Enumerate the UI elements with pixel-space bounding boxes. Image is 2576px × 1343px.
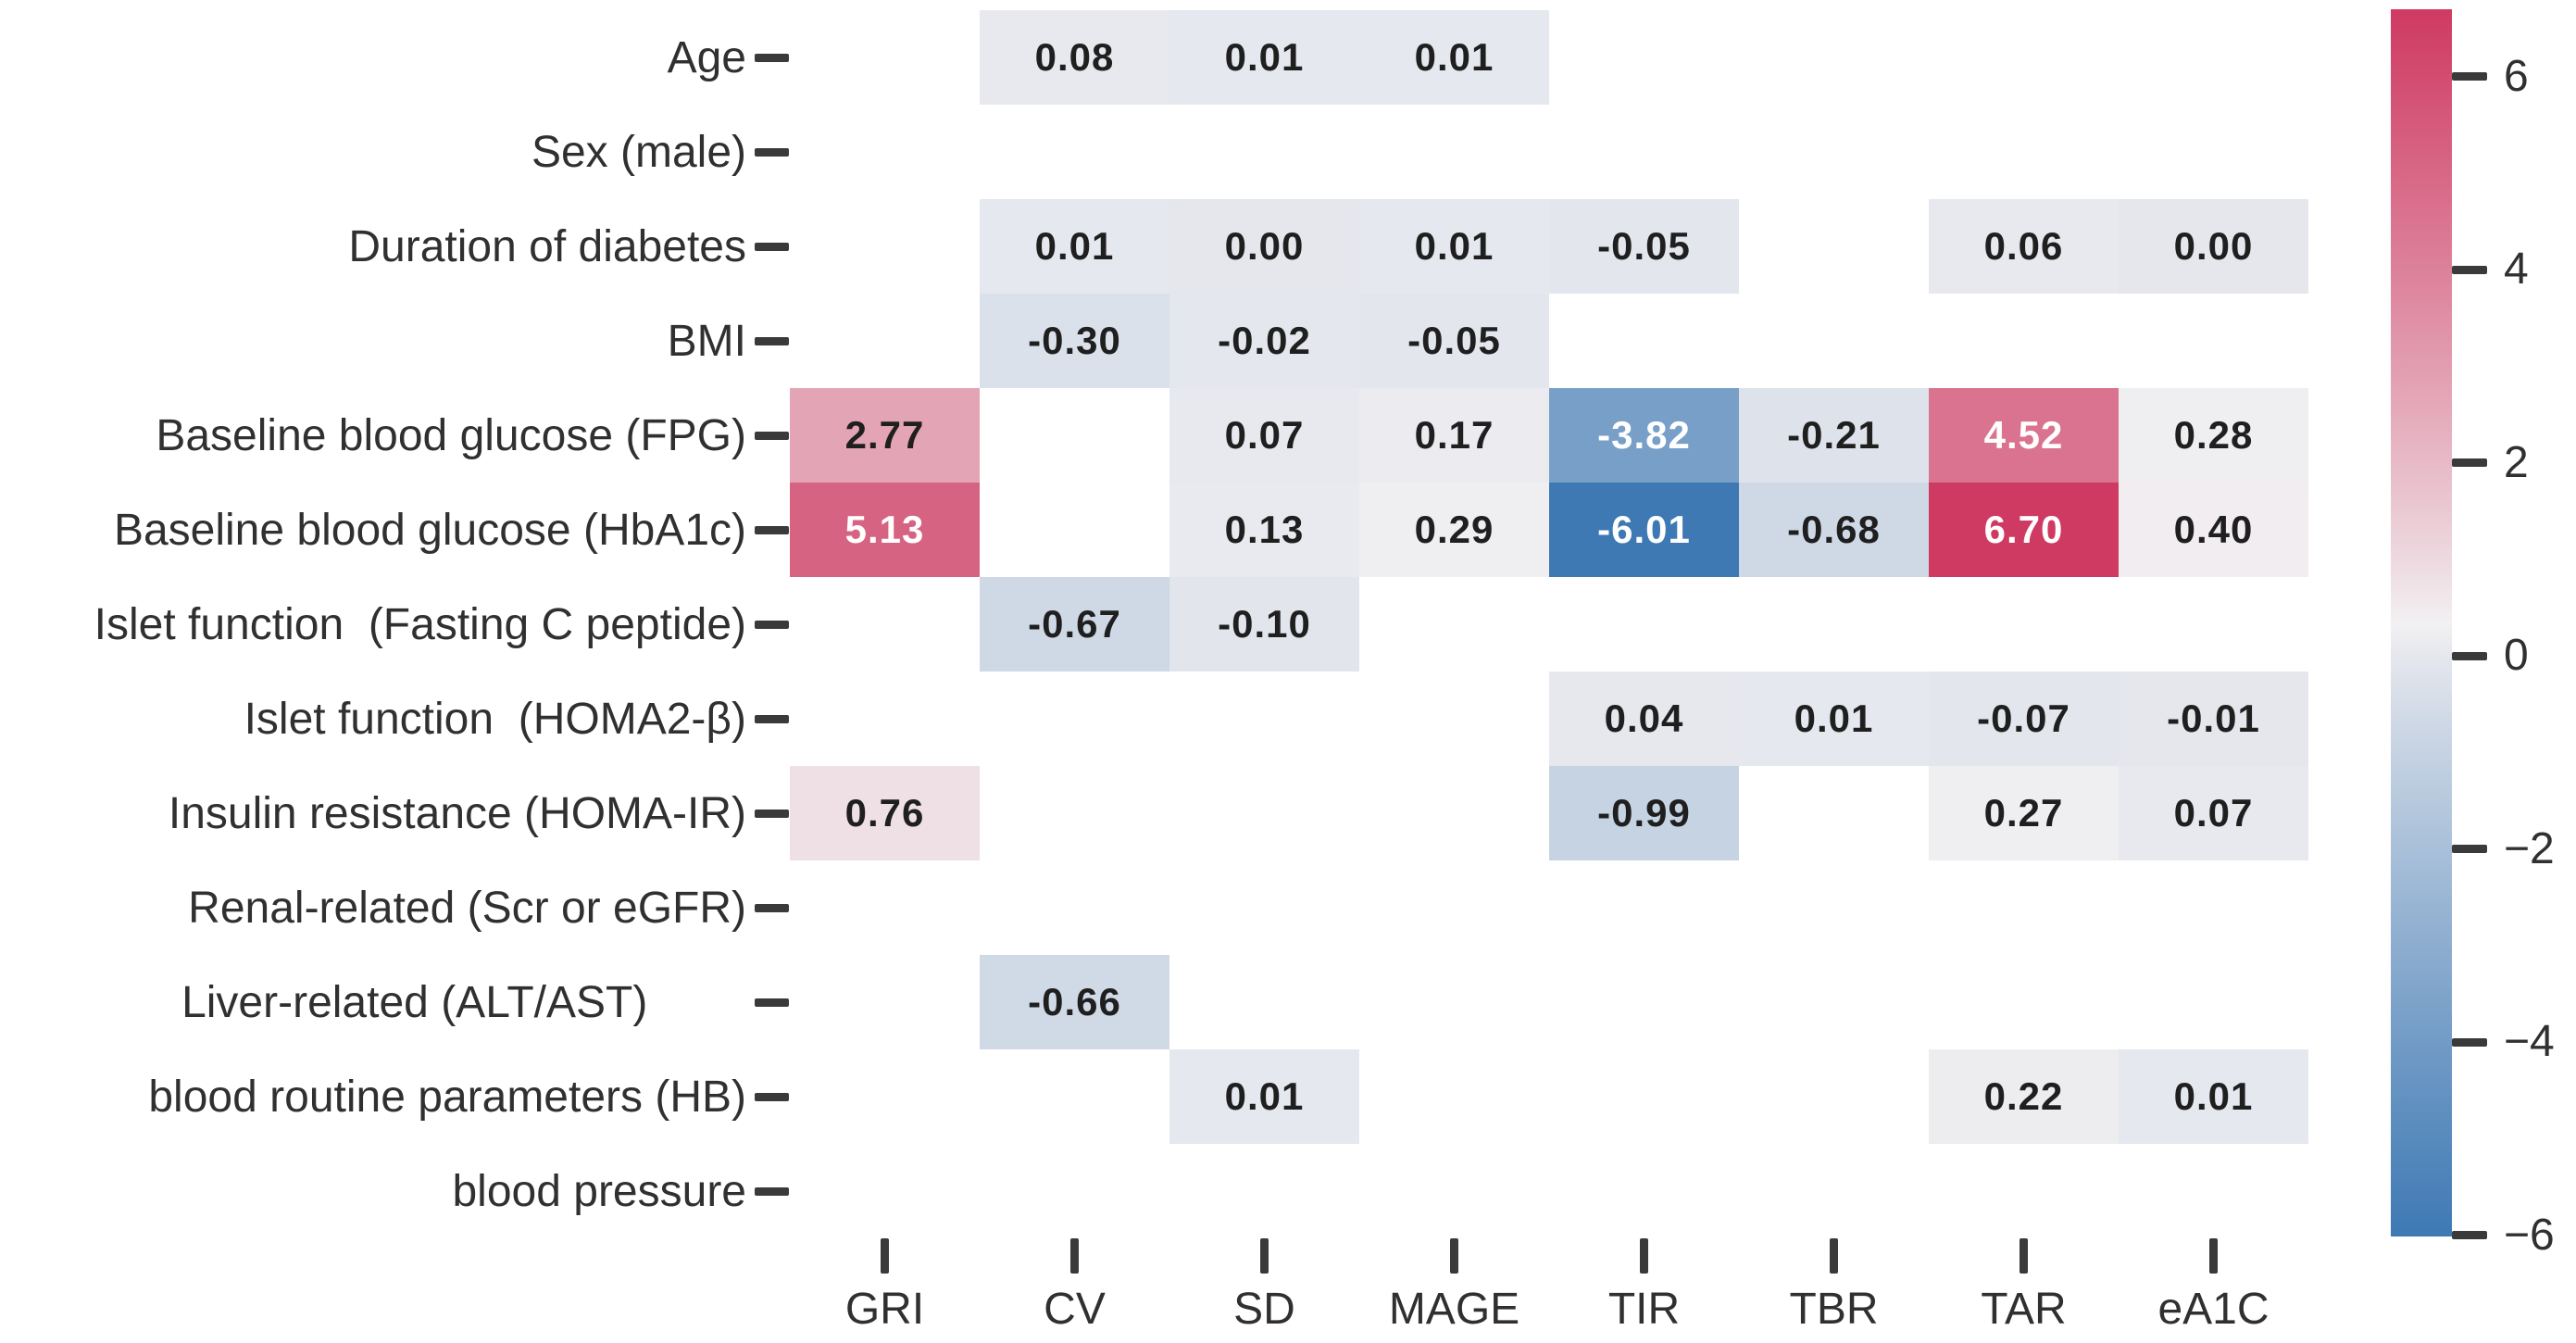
heatmap-cell: 0.07: [2119, 766, 2308, 860]
heatmap-cell: -0.67: [980, 577, 1169, 672]
heatmap-cell: -0.07: [1929, 672, 2119, 766]
column-label: MAGE: [1388, 1285, 1520, 1334]
heatmap-cell: -3.82: [1549, 388, 1739, 483]
row-label: Age: [667, 32, 746, 82]
heatmap-cell: -0.01: [2119, 672, 2308, 766]
heatmap-cell: 0.01: [1359, 199, 1549, 294]
heatmap-cell: -0.05: [1549, 199, 1739, 294]
heatmap-cell: 0.27: [1929, 766, 2119, 860]
colorbar-gradient: [2391, 9, 2452, 1236]
heatmap-cell: 0.01: [1359, 10, 1549, 105]
row-label: blood routine parameters (HB): [148, 1072, 746, 1122]
heatmap-cell: -0.68: [1739, 483, 1929, 577]
colorbar-tick: [2452, 651, 2487, 660]
x-axis-tick: [1070, 1238, 1079, 1274]
row-label: blood pressure: [452, 1166, 746, 1216]
heatmap-cell: 5.13: [790, 483, 980, 577]
heatmap-cell: 0.04: [1549, 672, 1739, 766]
y-axis-tick: [755, 147, 789, 157]
y-axis-tick: [755, 620, 789, 629]
heatmap-cell: -0.10: [1169, 577, 1359, 672]
row-label: Baseline blood glucose (FPG): [156, 410, 746, 460]
row-label: Liver-related (ALT/AST): [181, 977, 746, 1027]
y-axis-tick: [755, 1092, 789, 1101]
x-axis-tick: [2020, 1238, 2028, 1274]
x-axis-tick: [2209, 1238, 2218, 1274]
colorbar-tick: [2452, 1231, 2487, 1240]
row-label: Islet function (Fasting C peptide): [94, 599, 746, 649]
heatmap-cell: 2.77: [790, 388, 980, 483]
y-axis-tick: [755, 809, 789, 818]
y-axis-tick: [755, 903, 789, 912]
column-label: GRI: [844, 1285, 925, 1334]
x-axis-tick: [1640, 1238, 1648, 1274]
colorbar-tick-label: −6: [2504, 1210, 2555, 1260]
x-axis-tick: [1260, 1238, 1269, 1274]
column-label: CV: [1044, 1285, 1106, 1334]
heatmap-cell: 0.00: [1169, 199, 1359, 294]
x-axis-tick: [1450, 1238, 1458, 1274]
heatmap-cell: -0.66: [980, 955, 1169, 1049]
heatmap-cell: 0.01: [2119, 1049, 2308, 1144]
heatmap-cell: 0.29: [1359, 483, 1549, 577]
heatmap-cell: 4.52: [1929, 388, 2119, 483]
row-label: Insulin resistance (HOMA-IR): [168, 788, 746, 838]
x-axis-tick: [1830, 1238, 1838, 1274]
column-label: eA1C: [2157, 1285, 2270, 1334]
heatmap-cell: 0.01: [1739, 672, 1929, 766]
colorbar-tick-label: 0: [2504, 631, 2529, 681]
colorbar-tick: [2452, 458, 2487, 468]
heatmap-cell: 0.06: [1929, 199, 2119, 294]
y-axis-tick: [755, 1186, 789, 1196]
colorbar-tick-label: 2: [2504, 437, 2529, 487]
colorbar-tick: [2452, 845, 2487, 854]
row-label: Islet function (HOMA2-β): [244, 694, 746, 744]
heatmap-cell: -0.30: [980, 294, 1169, 388]
colorbar-tick-label: −4: [2504, 1017, 2555, 1067]
heatmap-cell: 0.40: [2119, 483, 2308, 577]
colorbar-tick-label: 6: [2504, 51, 2529, 101]
row-label: Baseline blood glucose (HbA1c): [113, 505, 746, 555]
heatmap-cell: 0.00: [2119, 199, 2308, 294]
heatmap-cell: 0.28: [2119, 388, 2308, 483]
y-axis-tick: [755, 242, 789, 251]
row-label: Duration of diabetes: [348, 221, 746, 271]
x-axis-tick: [881, 1238, 889, 1274]
heatmap-cell: 6.70: [1929, 483, 2119, 577]
heatmap-cell: 0.08: [980, 10, 1169, 105]
colorbar-tick: [2452, 1037, 2487, 1047]
row-label: Renal-related (Scr or eGFR): [188, 883, 746, 933]
colorbar-tick: [2452, 265, 2487, 274]
colorbar-tick-label: 4: [2504, 245, 2529, 295]
column-label: TBR: [1789, 1285, 1879, 1334]
column-label: TIR: [1607, 1285, 1681, 1334]
heatmap-cell: 0.07: [1169, 388, 1359, 483]
row-label: Sex (male): [531, 127, 746, 177]
heatmap-cell: -0.05: [1359, 294, 1549, 388]
row-label: BMI: [667, 316, 746, 366]
y-axis-tick: [755, 336, 789, 345]
column-label: SD: [1233, 1285, 1295, 1334]
heatmap-cell: 0.22: [1929, 1049, 2119, 1144]
heatmap-cell: 0.01: [1169, 10, 1359, 105]
colorbar-tick-label: −2: [2504, 823, 2555, 873]
heatmap-cell: 0.13: [1169, 483, 1359, 577]
heatmap-cell: 0.17: [1359, 388, 1549, 483]
colorbar-tick: [2452, 72, 2487, 82]
heatmap-cell: 0.01: [1169, 1049, 1359, 1144]
y-axis-tick: [755, 714, 789, 723]
heatmap-cell: -6.01: [1549, 483, 1739, 577]
y-axis-tick: [755, 525, 789, 534]
y-axis-tick: [755, 998, 789, 1007]
heatmap-cell: -0.99: [1549, 766, 1739, 860]
column-label: TAR: [1981, 1285, 2067, 1334]
y-axis-tick: [755, 53, 789, 62]
heatmap-cell: -0.02: [1169, 294, 1359, 388]
heatmap-cell: -0.21: [1739, 388, 1929, 483]
heatmap-cell: 0.76: [790, 766, 980, 860]
y-axis-tick: [755, 431, 789, 440]
heatmap-cell: 0.01: [980, 199, 1169, 294]
